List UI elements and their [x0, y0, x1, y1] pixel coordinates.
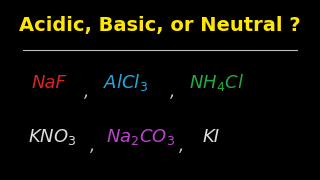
Text: NaF: NaF	[31, 74, 66, 92]
Text: NH$_4$Cl: NH$_4$Cl	[188, 72, 244, 93]
Text: KNO$_3$: KNO$_3$	[28, 127, 77, 147]
Text: ,: ,	[90, 137, 95, 155]
Text: Na$_2$CO$_3$: Na$_2$CO$_3$	[106, 127, 175, 147]
Text: ,: ,	[170, 83, 175, 101]
Text: KI: KI	[203, 128, 220, 146]
Text: Acidic, Basic, or Neutral ?: Acidic, Basic, or Neutral ?	[19, 16, 301, 35]
Text: ,: ,	[179, 137, 184, 155]
Text: ,: ,	[84, 83, 89, 101]
Text: AlCl$_3$: AlCl$_3$	[103, 72, 148, 93]
